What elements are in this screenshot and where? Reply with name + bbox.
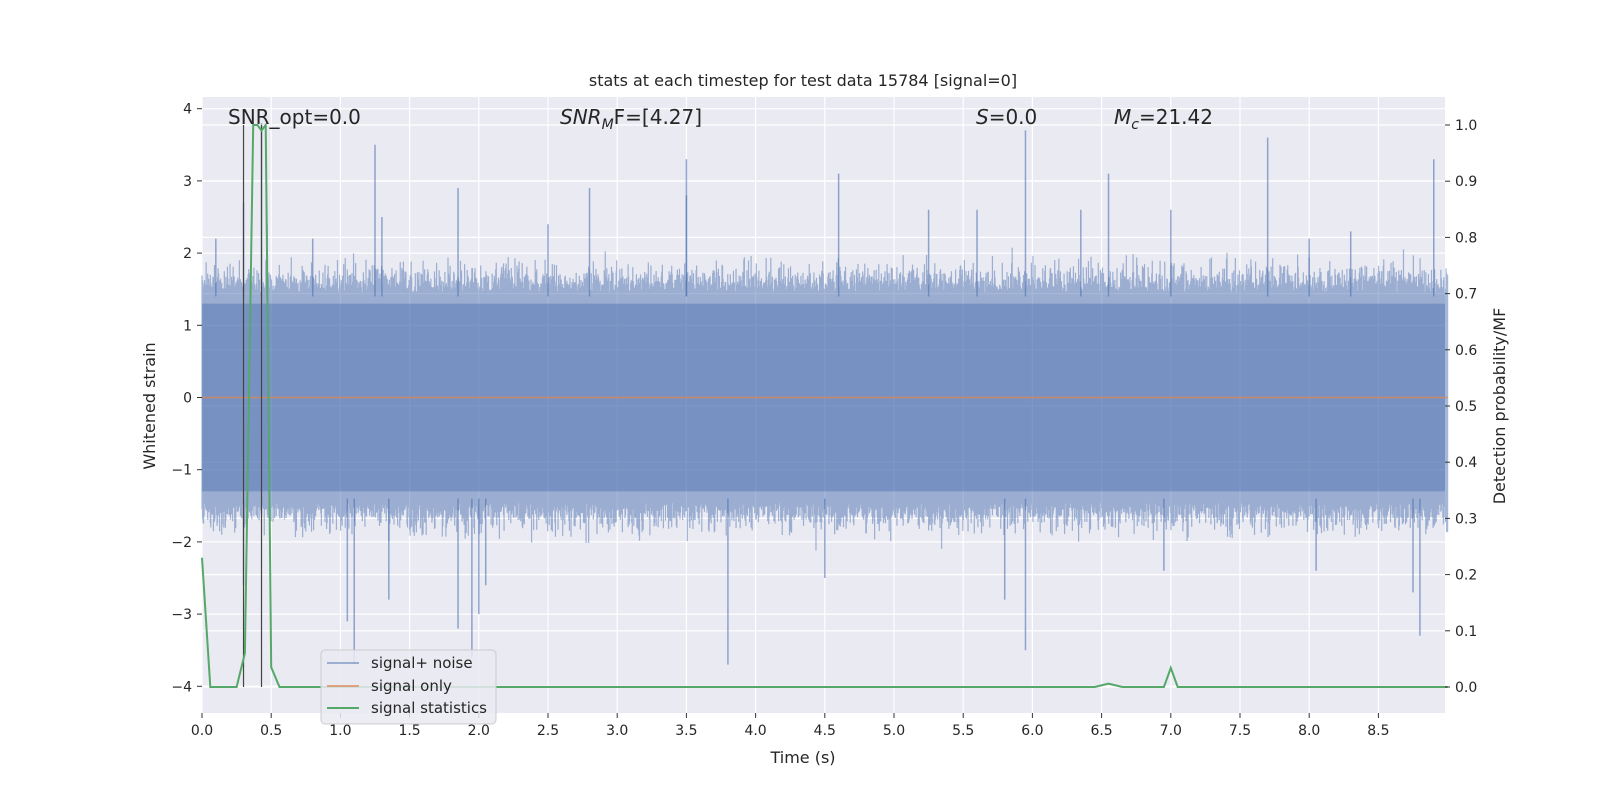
y-tick-label-right: 0.5 (1455, 399, 1477, 415)
mc-main: M (1114, 105, 1131, 129)
annotation-snr-opt: SNR_opt=0.0 (228, 105, 361, 129)
overlay (201, 122, 1448, 688)
x-tick-label: 7.5 (1229, 723, 1251, 739)
y-tick-label-right: 0.7 (1455, 287, 1477, 303)
y-tick-label-left: −1 (171, 463, 192, 479)
s-rest: =0.0 (989, 105, 1038, 129)
x-tick-label: 3.0 (606, 723, 628, 739)
y-tick-label-right: 0.1 (1455, 624, 1477, 640)
y-tick-label-left: 3 (183, 174, 192, 190)
y-tick-label-left: 4 (183, 102, 192, 118)
annotation-snr-mf: SNRMF=[4.27] (560, 105, 702, 133)
x-tick-label: 4.0 (744, 723, 766, 739)
y-tick-label-left: 2 (183, 246, 192, 262)
y-tick-label-left: −3 (171, 607, 192, 623)
legend-label-signal-noise: signal+ noise (371, 654, 473, 672)
legend-label-signal-statistics: signal statistics (371, 699, 487, 717)
axes: 0.0 0.5 1.0 1.5 2.0 2.5 3.0 3.5 4.0 4.5 5.0 5.5 6.0 6… (171, 102, 1477, 739)
y-tick-label-right: 0.2 (1455, 568, 1477, 584)
y-tick-label-right: 1.0 (1455, 118, 1477, 134)
x-tick-label: 6.5 (1090, 723, 1112, 739)
x-tick-label: 4.5 (814, 723, 836, 739)
x-tick-label: 7.0 (1160, 723, 1182, 739)
x-axis-label: Time (s) (769, 748, 835, 767)
y-tick-label-right: 0.8 (1455, 230, 1477, 246)
x-tick-label: 1.0 (329, 723, 351, 739)
x-tick-label: 0.0 (191, 723, 213, 739)
legend-box (320, 649, 497, 725)
x-tick-label: 0.5 (260, 723, 282, 739)
snr-mf-main: SNR (560, 105, 602, 129)
y-tick-label-right: 0.0 (1455, 680, 1477, 696)
y-tick-label-left: −2 (171, 535, 192, 551)
mc-sub: c (1131, 117, 1139, 133)
x-tick-label: 1.5 (398, 723, 420, 739)
x-tick-label: 5.0 (883, 723, 905, 739)
x-tick-label: 5.5 (952, 723, 974, 739)
y-tick-label-right: 0.4 (1455, 455, 1477, 471)
x-tick-label: 2.0 (468, 723, 490, 739)
x-tick-label: 8.5 (1367, 723, 1389, 739)
s-main: S (976, 105, 989, 129)
annotation-mc: Mc=21.42 (1114, 105, 1213, 133)
x-tick-label: 6.0 (1021, 723, 1043, 739)
y-tick-label-right: 0.3 (1455, 511, 1477, 527)
snr-mf-rest: F=[4.27] (614, 105, 702, 129)
y-tick-label-right: 0.6 (1455, 343, 1477, 359)
x-tick-label: 2.5 (537, 723, 559, 739)
legend: signal+ noise signal only signal statist… (320, 649, 497, 725)
chart-title: stats at each timestep for test data 157… (589, 71, 1017, 90)
snr-mf-sub: M (602, 117, 614, 133)
mc-rest: =21.42 (1139, 105, 1213, 129)
series-signal-statistics (201, 122, 1448, 688)
annotation-s: S=0.0 (976, 105, 1037, 129)
y-tick-label-left: 1 (183, 318, 192, 334)
y-tick-label-left: −4 (171, 679, 192, 695)
legend-label-signal-only: signal only (371, 677, 452, 695)
x-tick-label: 8.0 (1298, 723, 1320, 739)
y-axis-label-left: Whitened strain (140, 342, 159, 469)
x-tick-label: 3.5 (675, 723, 697, 739)
y-tick-label-left: 0 (183, 391, 192, 407)
y-tick-label-right: 0.9 (1455, 174, 1477, 190)
y-axis-label-right: Detection probability/MF (1490, 308, 1509, 505)
